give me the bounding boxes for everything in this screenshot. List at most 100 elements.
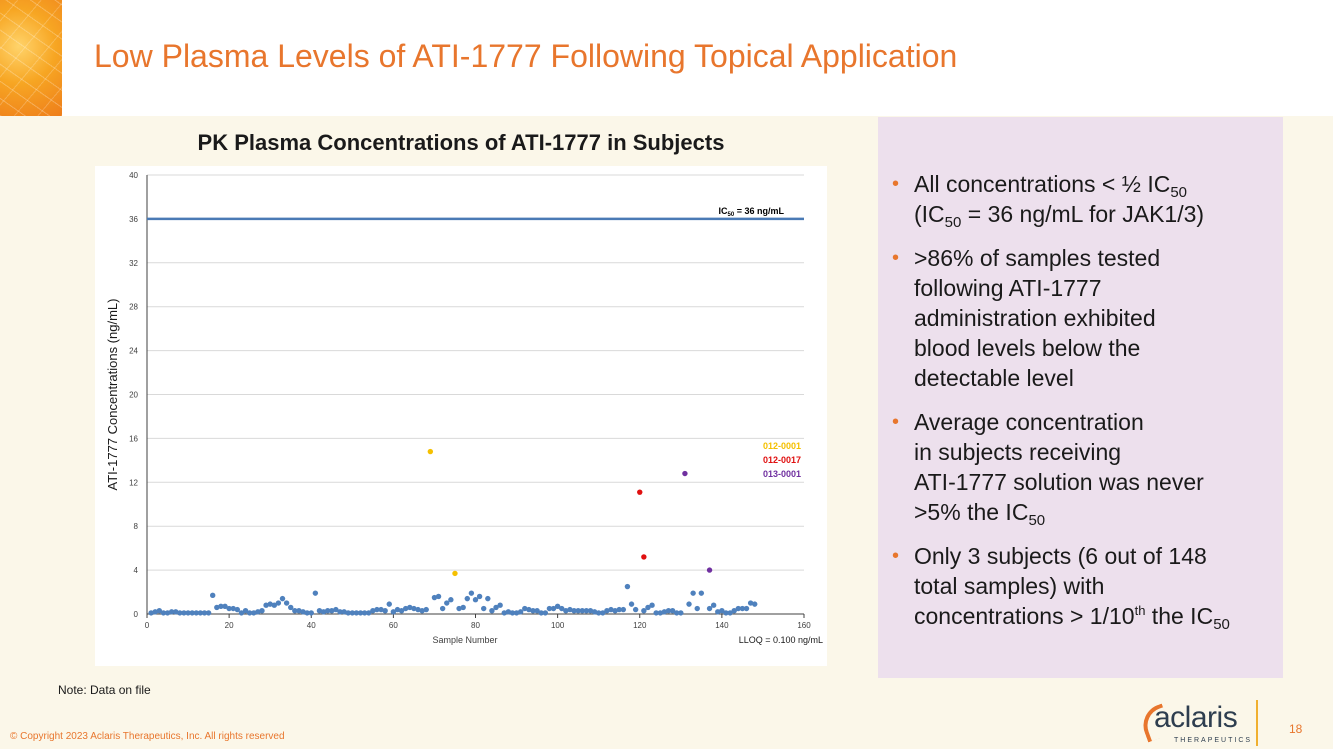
data-point	[435, 593, 442, 600]
bullet-text: th	[1134, 603, 1146, 618]
data-point	[624, 583, 631, 590]
bullet-text: >5% the IC	[914, 499, 1029, 525]
data-point	[526, 606, 532, 613]
data-point	[168, 609, 175, 615]
data-point	[694, 605, 700, 612]
data-point	[361, 610, 368, 616]
bullet-text: All concentrations < ½ IC	[914, 171, 1171, 197]
data-point	[357, 610, 364, 616]
data-point	[612, 608, 618, 614]
data-point	[706, 605, 713, 612]
data-point	[394, 606, 401, 613]
bullet-text: following ATI-1777	[914, 275, 1102, 301]
data-point	[530, 608, 536, 614]
data-point	[489, 608, 495, 614]
data-point	[312, 590, 319, 596]
data-point	[370, 608, 376, 614]
data-point	[275, 600, 282, 606]
page-number: 18	[1289, 722, 1303, 736]
data-point	[173, 609, 179, 615]
data-point	[747, 600, 754, 606]
data-point	[300, 609, 306, 615]
bullet-text: detectable level	[914, 365, 1074, 391]
data-point	[193, 610, 199, 616]
y-tick-label: 32	[129, 259, 138, 268]
data-point	[427, 448, 434, 455]
x-tick-label: 0	[145, 621, 150, 630]
data-point	[374, 606, 380, 613]
logo-divider	[1256, 700, 1258, 746]
data-point	[263, 602, 269, 608]
data-point	[522, 605, 528, 612]
data-point	[333, 606, 339, 613]
data-point	[719, 608, 725, 614]
x-tick-label: 60	[389, 621, 398, 630]
data-point	[456, 605, 462, 612]
data-point	[628, 601, 635, 607]
data-point	[563, 608, 569, 614]
data-point	[238, 610, 245, 616]
y-tick-label: 4	[134, 566, 139, 575]
data-point	[739, 605, 746, 612]
x-tick-label: 100	[551, 621, 565, 630]
data-point	[727, 610, 733, 616]
data-point	[645, 604, 651, 611]
data-point	[415, 606, 421, 613]
data-point	[682, 470, 688, 477]
slide-title: Low Plasma Levels of ATI-1777 Following …	[94, 38, 958, 74]
data-point	[661, 609, 668, 615]
data-point	[600, 610, 606, 616]
bullet-text: blood levels below the	[914, 335, 1141, 361]
data-point	[657, 610, 663, 616]
data-point	[448, 597, 454, 603]
y-tick-label: 20	[129, 391, 138, 400]
data-point	[349, 610, 356, 616]
data-point	[472, 597, 479, 603]
data-point	[214, 604, 220, 611]
data-point	[205, 610, 212, 616]
data-point	[715, 609, 721, 615]
data-point	[686, 601, 692, 607]
data-point	[444, 600, 450, 606]
data-point	[583, 608, 590, 614]
data-point	[423, 606, 429, 613]
data-point	[587, 608, 594, 614]
data-point	[546, 605, 553, 612]
data-point	[148, 610, 154, 616]
y-tick-label: 36	[129, 215, 138, 224]
data-point	[267, 601, 273, 607]
data-point	[251, 610, 257, 616]
data-point	[390, 609, 397, 615]
data-point	[554, 603, 561, 610]
logo-subtitle: THERAPEUTICS	[1174, 737, 1253, 744]
data-point	[210, 592, 216, 599]
data-point	[468, 590, 475, 596]
data-point	[292, 608, 298, 614]
data-point	[571, 608, 577, 614]
bullet-dot-icon: •	[892, 545, 900, 567]
legend-label: 013-0001	[763, 469, 801, 479]
data-point	[353, 610, 360, 616]
bullet-text: (IC	[914, 201, 945, 227]
data-point	[616, 606, 622, 613]
data-point	[156, 608, 163, 614]
bullet-panel: • All concentrations < ½ IC50 (IC50 = 36 n…	[878, 117, 1283, 678]
note-text: Note: Data on file	[58, 683, 151, 697]
data-point	[641, 554, 647, 560]
legend-label: 012-0001	[763, 441, 801, 451]
y-tick-label: 24	[129, 347, 138, 356]
data-point	[752, 601, 758, 607]
data-point	[271, 602, 277, 608]
data-point	[517, 609, 524, 615]
bullet-text: the IC	[1145, 603, 1214, 629]
y-tick-label: 16	[129, 434, 138, 443]
y-axis-label: ATI-1777 Concentrations (ng/mL)	[105, 299, 120, 491]
bullet-text: 50	[1028, 512, 1046, 529]
data-point	[706, 567, 713, 573]
data-point	[575, 608, 581, 614]
data-point	[345, 610, 351, 616]
data-point	[735, 605, 741, 612]
data-point	[481, 605, 487, 612]
data-point	[669, 608, 676, 614]
data-point	[476, 593, 483, 600]
